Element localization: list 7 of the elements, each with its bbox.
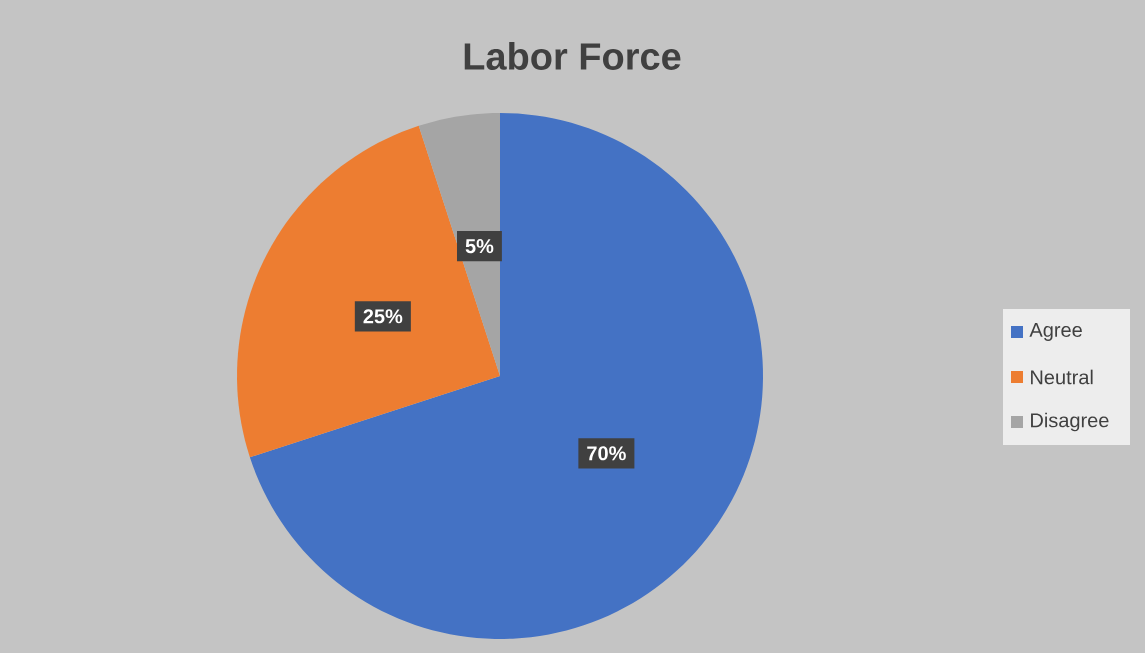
data-label: 5%: [465, 239, 494, 254]
legend-label: Neutral: [1031, 369, 1093, 385]
data-label: 25%: [363, 309, 403, 324]
legend-label: Agree: [1029, 323, 1082, 341]
legend-label: Disagree: [1031, 412, 1109, 432]
data-label: 70%: [587, 446, 626, 461]
chart-title: Labor Force: [464, 42, 681, 70]
